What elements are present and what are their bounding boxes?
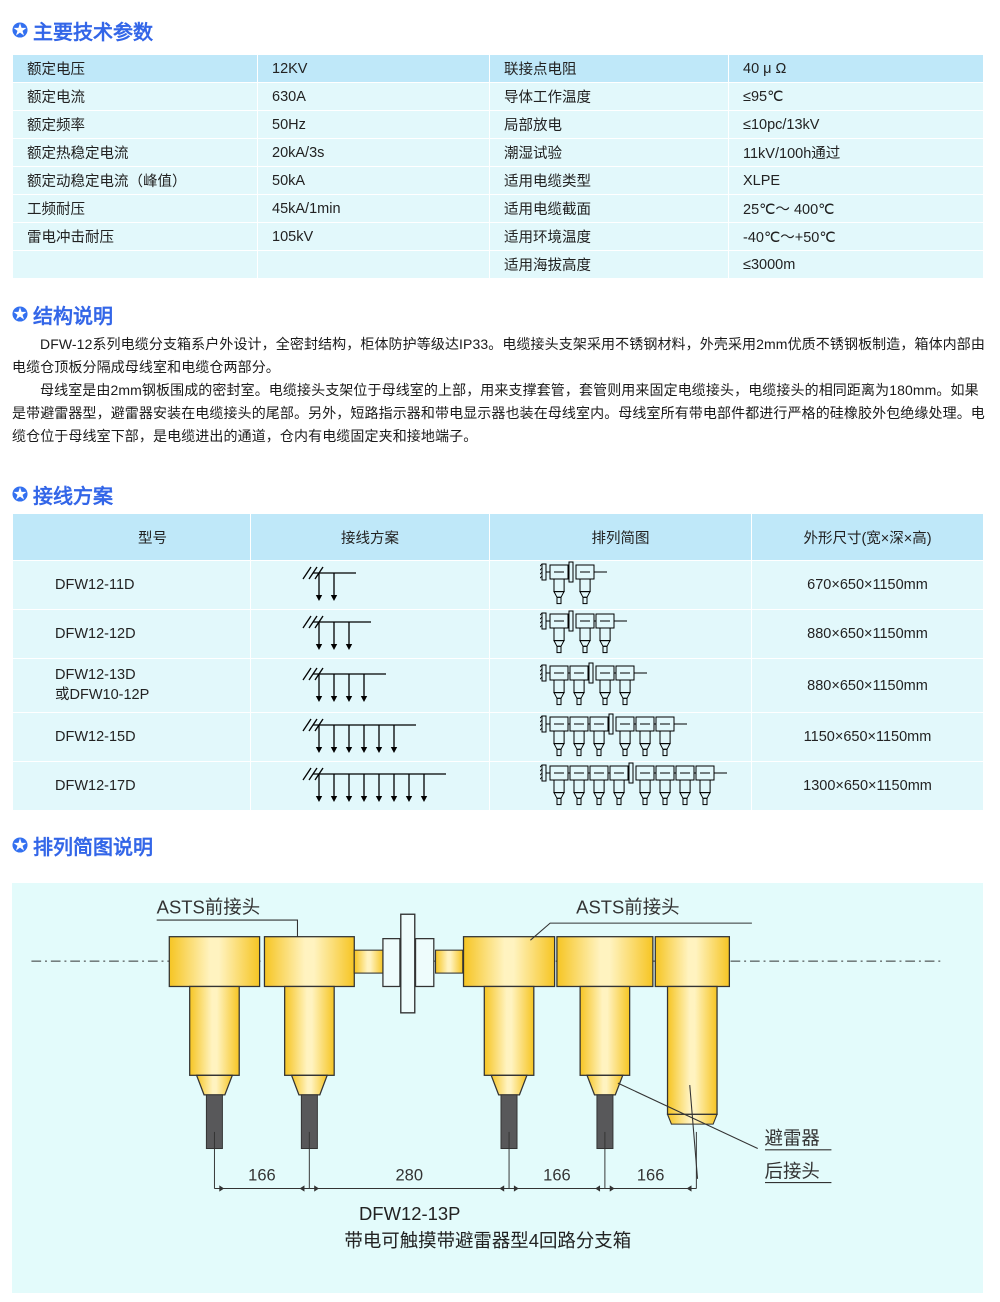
svg-text:ASTS前接头: ASTS前接头 bbox=[576, 896, 679, 917]
svg-text:带电可触摸带避雷器型4回路分支箱: 带电可触摸带避雷器型4回路分支箱 bbox=[344, 1230, 631, 1251]
svg-text:ASTS前接头: ASTS前接头 bbox=[157, 896, 260, 917]
svg-text:后接头: 后接头 bbox=[765, 1160, 820, 1181]
svg-text:166: 166 bbox=[543, 1166, 571, 1185]
svg-text:166: 166 bbox=[637, 1166, 665, 1185]
svg-text:DFW12-13P: DFW12-13P bbox=[359, 1203, 460, 1224]
svg-text:避雷器: 避雷器 bbox=[765, 1128, 820, 1149]
svg-text:280: 280 bbox=[395, 1166, 423, 1185]
svg-text:166: 166 bbox=[248, 1166, 276, 1185]
